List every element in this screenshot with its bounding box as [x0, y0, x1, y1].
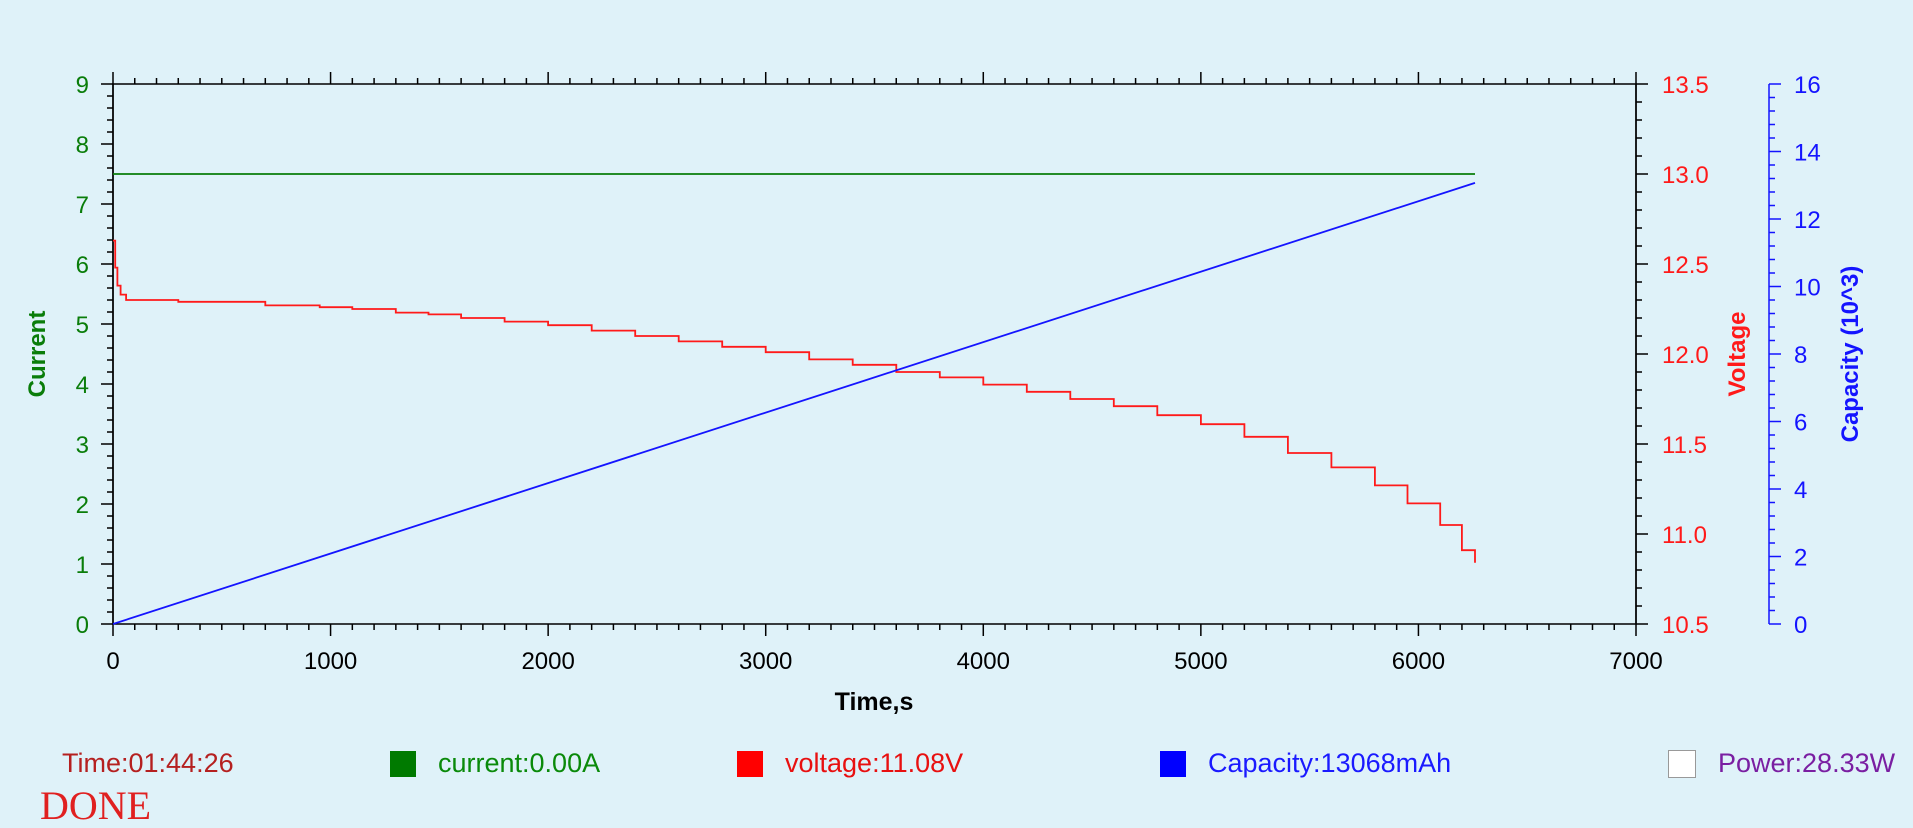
capacity-tick-label: 12: [1794, 207, 1821, 234]
current-tick-label: 8: [76, 132, 89, 159]
x-tick-label: 5000: [1174, 648, 1227, 675]
capacity-axis-title: Capacity (10^3): [1837, 266, 1864, 443]
x-axis-title: Time,s: [835, 688, 914, 716]
current-tick-label: 2: [76, 492, 89, 519]
current-tick-label: 5: [76, 312, 89, 339]
status-time: Time:01:44:26: [62, 748, 234, 779]
capacity-tick-label: 16: [1794, 72, 1821, 99]
power-legend-swatch: [1668, 749, 1696, 778]
voltage-tick-label: 12.0: [1662, 342, 1709, 369]
current-axis-title: Current: [24, 311, 51, 398]
current-tick-label: 1: [76, 552, 89, 579]
status-voltage-text: voltage:11.08V: [785, 748, 964, 778]
status-power-text: Power:28.33W: [1718, 748, 1896, 778]
x-tick-label: 3000: [739, 648, 792, 675]
capacity-tick-label: 2: [1794, 545, 1807, 572]
status-bar: Time:01:44:26 current:0.00A voltage:11.0…: [0, 748, 1913, 788]
plot-frame: [112, 83, 1637, 625]
status-voltage: voltage:11.08V: [737, 748, 963, 779]
current-legend-swatch: [390, 750, 416, 777]
capacity-legend-swatch: [1160, 750, 1186, 777]
capacity-tick-label: 8: [1794, 342, 1807, 369]
capacity-tick-label: 6: [1794, 410, 1807, 437]
current-tick-label: 0: [76, 612, 89, 639]
chart-series: [112, 173, 1476, 625]
voltage-tick-label: 10.5: [1662, 612, 1709, 639]
status-current: current:0.00A: [390, 748, 600, 779]
done-label: DONE: [40, 783, 152, 828]
x-tick-label: 7000: [1609, 648, 1662, 675]
current-tick-label: 9: [76, 72, 89, 99]
current-tick-label: 3: [76, 432, 89, 459]
voltage-tick-label: 12.5: [1662, 252, 1709, 279]
x-tick-label: 1000: [304, 648, 357, 675]
x-tick-label: 4000: [957, 648, 1010, 675]
capacity-tick-label: 0: [1794, 612, 1807, 639]
chart: 0 1000 2000 3000 4000 5000 6000 7000Time,s01234…: [24, 72, 1864, 716]
status-current-text: current:0.00A: [438, 748, 601, 778]
voltage-legend-swatch: [737, 750, 763, 777]
status-capacity: Capacity:13068mAh: [1160, 748, 1451, 779]
voltage-series-line: [113, 239, 1476, 563]
status-capacity-text: Capacity:13068mAh: [1208, 748, 1452, 778]
status-power: Power:28.33W: [1668, 748, 1895, 779]
voltage-tick-label: 11.0: [1662, 522, 1707, 549]
x-tick-label: 6000: [1392, 648, 1445, 675]
x-tick-label: 2000: [521, 648, 574, 675]
voltage-axis-title: Voltage: [1724, 312, 1751, 397]
capacity-tick-label: 4: [1794, 477, 1807, 504]
capacity-tick-label: 10: [1794, 275, 1821, 302]
current-tick-label: 7: [76, 192, 89, 219]
voltage-tick-label: 13.0: [1662, 162, 1709, 189]
voltage-tick-label: 13.5: [1662, 72, 1709, 99]
capacity-series-line: [112, 182, 1476, 625]
current-tick-label: 4: [76, 372, 89, 399]
voltage-tick-label: 11.5: [1662, 432, 1707, 459]
chart-axes: 0 1000 2000 3000 4000 5000 6000 7000Time,s01234…: [24, 72, 1864, 716]
status-time-text: Time:01:44:26: [62, 748, 234, 778]
current-tick-label: 6: [76, 252, 89, 279]
capacity-tick-label: 14: [1794, 140, 1821, 167]
x-tick-label: 0: [106, 648, 119, 675]
